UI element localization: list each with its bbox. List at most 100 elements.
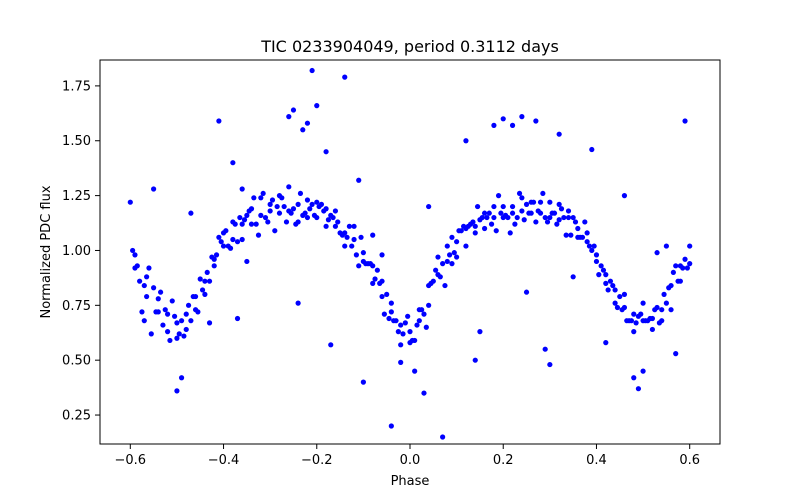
data-point <box>202 291 208 297</box>
data-point <box>603 280 609 286</box>
data-point <box>631 311 637 317</box>
data-point <box>463 138 469 144</box>
data-point <box>164 311 171 317</box>
data-point <box>554 221 560 227</box>
data-point <box>127 199 133 205</box>
data-point <box>388 423 394 429</box>
data-point <box>633 320 639 326</box>
data-point <box>309 201 315 207</box>
data-point <box>220 230 227 236</box>
data-point <box>353 252 359 258</box>
data-point <box>325 217 332 223</box>
data-point <box>542 346 548 352</box>
data-point <box>498 210 504 216</box>
data-point <box>621 193 628 199</box>
data-point <box>440 261 446 267</box>
data-point <box>237 214 243 221</box>
data-point <box>596 272 602 278</box>
data-point <box>174 335 180 341</box>
data-point <box>199 287 206 293</box>
data-point <box>188 210 194 216</box>
data-point <box>160 322 166 328</box>
data-point <box>358 234 364 240</box>
data-point <box>248 221 255 227</box>
y-tick-label: 1.50 <box>62 134 91 149</box>
data-point <box>472 357 478 363</box>
data-point <box>507 230 513 236</box>
data-point <box>388 300 394 306</box>
data-point <box>183 326 189 333</box>
data-point <box>342 243 348 249</box>
data-point <box>335 219 341 225</box>
x-tick-label: 0.6 <box>679 453 700 468</box>
data-point <box>197 276 203 282</box>
data-point <box>211 263 217 269</box>
data-point <box>533 118 539 124</box>
data-point <box>381 311 387 317</box>
data-point <box>216 234 222 240</box>
data-point <box>356 263 362 269</box>
data-point <box>267 208 273 214</box>
data-point <box>164 329 171 335</box>
data-point <box>668 307 674 313</box>
data-point <box>251 195 257 201</box>
data-point <box>158 289 164 295</box>
data-point <box>570 214 576 221</box>
x-tick-label: 0.4 <box>586 453 607 468</box>
data-point <box>349 243 355 249</box>
data-point <box>218 239 224 245</box>
data-point <box>230 236 236 243</box>
data-point <box>183 311 189 317</box>
data-point <box>151 186 157 192</box>
data-point <box>372 276 378 282</box>
data-point <box>232 221 238 227</box>
data-point <box>509 210 516 216</box>
data-point <box>234 239 241 245</box>
data-point <box>444 258 450 265</box>
data-point <box>447 252 453 258</box>
data-point <box>283 219 290 225</box>
data-point <box>141 282 147 289</box>
data-point <box>591 243 597 249</box>
data-point <box>491 203 497 210</box>
data-point <box>617 293 623 300</box>
data-point <box>444 243 450 249</box>
data-point <box>451 250 457 256</box>
data-point <box>146 265 152 271</box>
data-point <box>435 254 441 260</box>
data-point <box>398 322 404 328</box>
data-point <box>486 210 492 216</box>
data-point <box>244 258 250 265</box>
data-point <box>631 329 637 335</box>
data-point <box>421 390 427 396</box>
data-point <box>144 274 150 280</box>
data-point <box>433 267 439 273</box>
data-point <box>528 210 534 216</box>
data-point <box>449 234 455 240</box>
y-tick-label: 0.75 <box>62 299 91 314</box>
data-point <box>579 234 586 240</box>
data-point <box>537 210 544 216</box>
data-point <box>586 243 593 249</box>
data-point <box>663 243 669 249</box>
data-point <box>400 331 406 337</box>
data-point <box>176 331 182 337</box>
data-point <box>481 210 488 216</box>
data-point <box>169 298 175 304</box>
data-point <box>621 291 628 297</box>
chart-title: TIC 0233904049, period 0.3112 days <box>260 37 559 56</box>
data-point <box>540 190 546 197</box>
data-point <box>260 190 266 197</box>
data-point <box>155 296 161 302</box>
data-point <box>442 282 448 289</box>
data-point <box>607 278 614 284</box>
data-point <box>470 219 476 225</box>
data-point <box>572 219 579 225</box>
data-point <box>682 256 688 262</box>
data-point <box>495 193 502 199</box>
data-point <box>393 318 399 324</box>
data-point <box>568 232 574 238</box>
data-point <box>687 261 693 267</box>
